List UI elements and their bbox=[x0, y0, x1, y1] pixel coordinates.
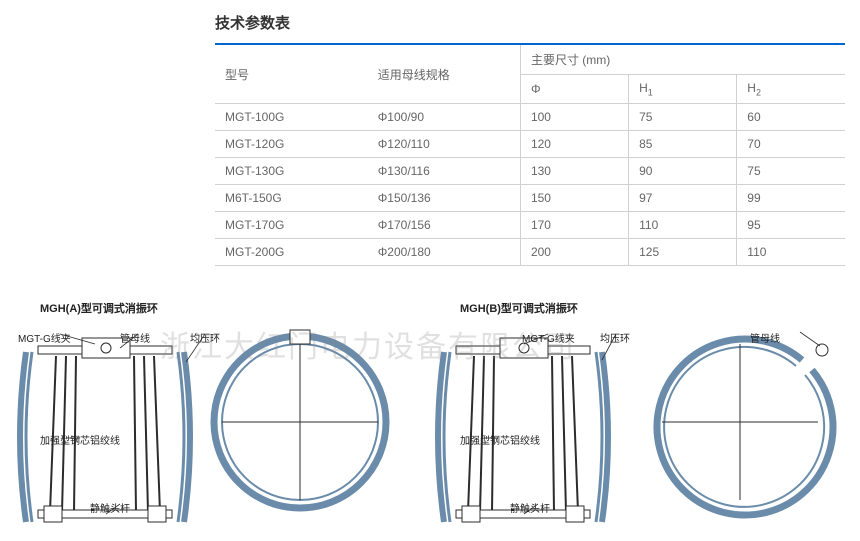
table-row: MGT-130G Φ130/116 130 90 75 bbox=[215, 158, 845, 185]
label-wire-a: 加强型钢芯铝绞线 bbox=[40, 432, 120, 447]
th-h1: H1 bbox=[629, 75, 737, 104]
cell-spec: Φ200/180 bbox=[368, 239, 521, 266]
th-spec: 适用母线规格 bbox=[368, 44, 521, 104]
table-row: MGT-170G Φ170/156 170 110 95 bbox=[215, 212, 845, 239]
cell-spec: Φ120/110 bbox=[368, 131, 521, 158]
label-rod-b: 静触头杆 bbox=[510, 500, 550, 515]
cell-h2: 70 bbox=[737, 131, 845, 158]
diagram-b-title: MGH(B)型可调式消振环 bbox=[460, 300, 578, 316]
cell-spec: Φ100/90 bbox=[368, 104, 521, 131]
cell-model: MGT-130G bbox=[215, 158, 368, 185]
th-model: 型号 bbox=[215, 44, 368, 104]
cell-h1: 85 bbox=[629, 131, 737, 158]
cell-phi: 130 bbox=[520, 158, 628, 185]
cell-h2: 60 bbox=[737, 104, 845, 131]
cell-h1: 90 bbox=[629, 158, 737, 185]
cell-phi: 100 bbox=[520, 104, 628, 131]
cell-h1: 125 bbox=[629, 239, 737, 266]
cell-phi: 120 bbox=[520, 131, 628, 158]
table-title: 技术参数表 bbox=[215, 12, 860, 33]
cell-model: MGT-100G bbox=[215, 104, 368, 131]
cell-h1: 110 bbox=[629, 212, 737, 239]
table-row: M6T-150G Φ150/136 150 97 99 bbox=[215, 185, 845, 212]
cell-h1: 97 bbox=[629, 185, 737, 212]
label-clamp-b: MGT-G线夹 bbox=[522, 330, 575, 345]
spec-table: 型号 适用母线规格 主要尺寸 (mm) Φ H1 H2 MGT-100G Φ10… bbox=[215, 43, 845, 266]
cell-spec: Φ150/136 bbox=[368, 185, 521, 212]
label-wire-b: 加强型钢芯铝绞线 bbox=[460, 432, 540, 447]
cell-phi: 200 bbox=[520, 239, 628, 266]
cell-model: MGT-170G bbox=[215, 212, 368, 239]
cell-h2: 95 bbox=[737, 212, 845, 239]
cell-h2: 75 bbox=[737, 158, 845, 185]
label-clamp-a: MGT-G线夹 bbox=[18, 330, 71, 345]
th-group: 主要尺寸 (mm) bbox=[520, 44, 845, 75]
cell-phi: 150 bbox=[520, 185, 628, 212]
cell-h1: 75 bbox=[629, 104, 737, 131]
label-busbar-a: 管母线 bbox=[120, 330, 150, 345]
label-ring-a: 均压环 bbox=[190, 330, 220, 345]
cell-spec: Φ130/116 bbox=[368, 158, 521, 185]
cell-spec: Φ170/156 bbox=[368, 212, 521, 239]
label-rod-a: 静触头杆 bbox=[90, 500, 130, 515]
diagram-a-title: MGH(A)型可调式消振环 bbox=[40, 300, 158, 316]
cell-h2: 99 bbox=[737, 185, 845, 212]
cell-model: M6T-150G bbox=[215, 185, 368, 212]
cell-model: MGT-200G bbox=[215, 239, 368, 266]
table-body: MGT-100G Φ100/90 100 75 60 MGT-120G Φ120… bbox=[215, 104, 845, 266]
cell-phi: 170 bbox=[520, 212, 628, 239]
label-busbar-b: 管母线 bbox=[750, 330, 780, 345]
cell-model: MGT-120G bbox=[215, 131, 368, 158]
th-h2: H2 bbox=[737, 75, 845, 104]
diagrams-area: 浙江大红门电力设备有限公司 MGH(A)型可调式消振环 MGT-G线夹 管母线 … bbox=[0, 292, 860, 536]
cell-h2: 110 bbox=[737, 239, 845, 266]
table-row: MGT-120G Φ120/110 120 85 70 bbox=[215, 131, 845, 158]
label-ring-b: 均压环 bbox=[600, 330, 630, 345]
th-phi: Φ bbox=[520, 75, 628, 104]
table-row: MGT-100G Φ100/90 100 75 60 bbox=[215, 104, 845, 131]
table-row: MGT-200G Φ200/180 200 125 110 bbox=[215, 239, 845, 266]
